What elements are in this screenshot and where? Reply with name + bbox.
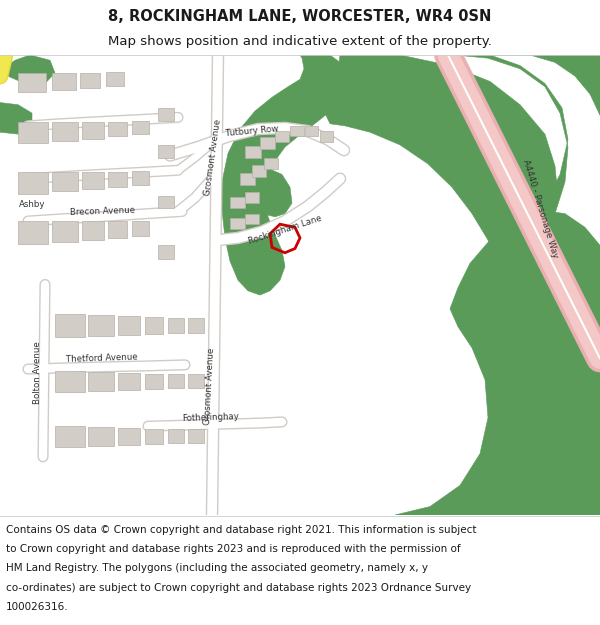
- Bar: [158, 108, 174, 121]
- Bar: [55, 426, 85, 448]
- Bar: [132, 171, 149, 185]
- Bar: [88, 372, 114, 391]
- Bar: [132, 121, 149, 134]
- Bar: [118, 373, 140, 390]
- Bar: [145, 318, 163, 334]
- Text: Map shows position and indicative extent of the property.: Map shows position and indicative extent…: [108, 35, 492, 48]
- Text: Fotheringhay: Fotheringhay: [181, 412, 239, 423]
- Bar: [188, 429, 204, 443]
- Bar: [252, 165, 266, 177]
- Text: A4440 - Parsonage Way: A4440 - Parsonage Way: [521, 158, 559, 259]
- Bar: [55, 314, 85, 338]
- Text: Grosmont Avenue: Grosmont Avenue: [203, 347, 217, 425]
- Bar: [132, 221, 149, 236]
- Text: co-ordinates) are subject to Crown copyright and database rights 2023 Ordnance S: co-ordinates) are subject to Crown copyr…: [6, 582, 471, 592]
- Polygon shape: [450, 55, 568, 277]
- Polygon shape: [0, 102, 32, 134]
- Text: 100026316.: 100026316.: [6, 602, 68, 612]
- Bar: [240, 173, 255, 185]
- Bar: [158, 246, 174, 259]
- Bar: [264, 158, 278, 169]
- Bar: [305, 126, 318, 136]
- Bar: [18, 221, 48, 244]
- Polygon shape: [575, 431, 600, 515]
- Text: Rockingham Lane: Rockingham Lane: [247, 213, 323, 246]
- Bar: [118, 316, 140, 335]
- Bar: [245, 146, 261, 158]
- Bar: [82, 221, 104, 240]
- Bar: [260, 138, 275, 149]
- Text: Brecon Avenue: Brecon Avenue: [70, 206, 134, 217]
- Text: Ashby: Ashby: [19, 199, 45, 209]
- Bar: [275, 131, 289, 142]
- Bar: [88, 428, 114, 446]
- Text: Contains OS data © Crown copyright and database right 2021. This information is : Contains OS data © Crown copyright and d…: [6, 525, 476, 535]
- Text: 8, ROCKINGHAM LANE, WORCESTER, WR4 0SN: 8, ROCKINGHAM LANE, WORCESTER, WR4 0SN: [109, 9, 491, 24]
- Bar: [230, 218, 245, 229]
- Bar: [52, 221, 78, 242]
- Bar: [82, 122, 104, 139]
- Bar: [145, 429, 163, 444]
- Bar: [18, 73, 46, 92]
- Bar: [18, 122, 48, 142]
- Polygon shape: [395, 211, 600, 515]
- Text: HM Land Registry. The polygons (including the associated geometry, namely x, y: HM Land Registry. The polygons (includin…: [6, 563, 428, 573]
- Bar: [245, 214, 259, 224]
- Bar: [320, 131, 333, 142]
- Polygon shape: [0, 55, 55, 84]
- Polygon shape: [245, 168, 292, 217]
- Text: Grosmont Avenue: Grosmont Avenue: [203, 119, 223, 196]
- Polygon shape: [490, 55, 600, 115]
- Text: Thetford Avenue: Thetford Avenue: [66, 352, 138, 364]
- Bar: [145, 374, 163, 389]
- Bar: [168, 429, 184, 443]
- Bar: [230, 197, 245, 208]
- Bar: [18, 173, 48, 194]
- Text: to Crown copyright and database rights 2023 and is reproduced with the permissio: to Crown copyright and database rights 2…: [6, 544, 461, 554]
- Bar: [168, 374, 184, 388]
- Bar: [158, 196, 174, 208]
- Bar: [82, 173, 104, 189]
- Bar: [168, 318, 184, 333]
- Bar: [55, 371, 85, 392]
- Text: Bolton Avenue: Bolton Avenue: [34, 341, 43, 404]
- Bar: [108, 122, 127, 136]
- Bar: [108, 173, 127, 187]
- Bar: [88, 315, 114, 336]
- Bar: [52, 173, 78, 191]
- Bar: [80, 73, 100, 88]
- Bar: [158, 145, 174, 158]
- Bar: [52, 122, 78, 141]
- Bar: [106, 72, 124, 86]
- Bar: [245, 192, 259, 203]
- Bar: [52, 73, 76, 90]
- Bar: [290, 126, 304, 136]
- Text: Tutbury Row: Tutbury Row: [225, 124, 279, 138]
- Polygon shape: [570, 251, 600, 346]
- Bar: [118, 428, 140, 445]
- Polygon shape: [222, 55, 345, 295]
- Bar: [108, 221, 127, 238]
- Polygon shape: [325, 55, 558, 288]
- Bar: [188, 318, 204, 333]
- Bar: [188, 374, 204, 388]
